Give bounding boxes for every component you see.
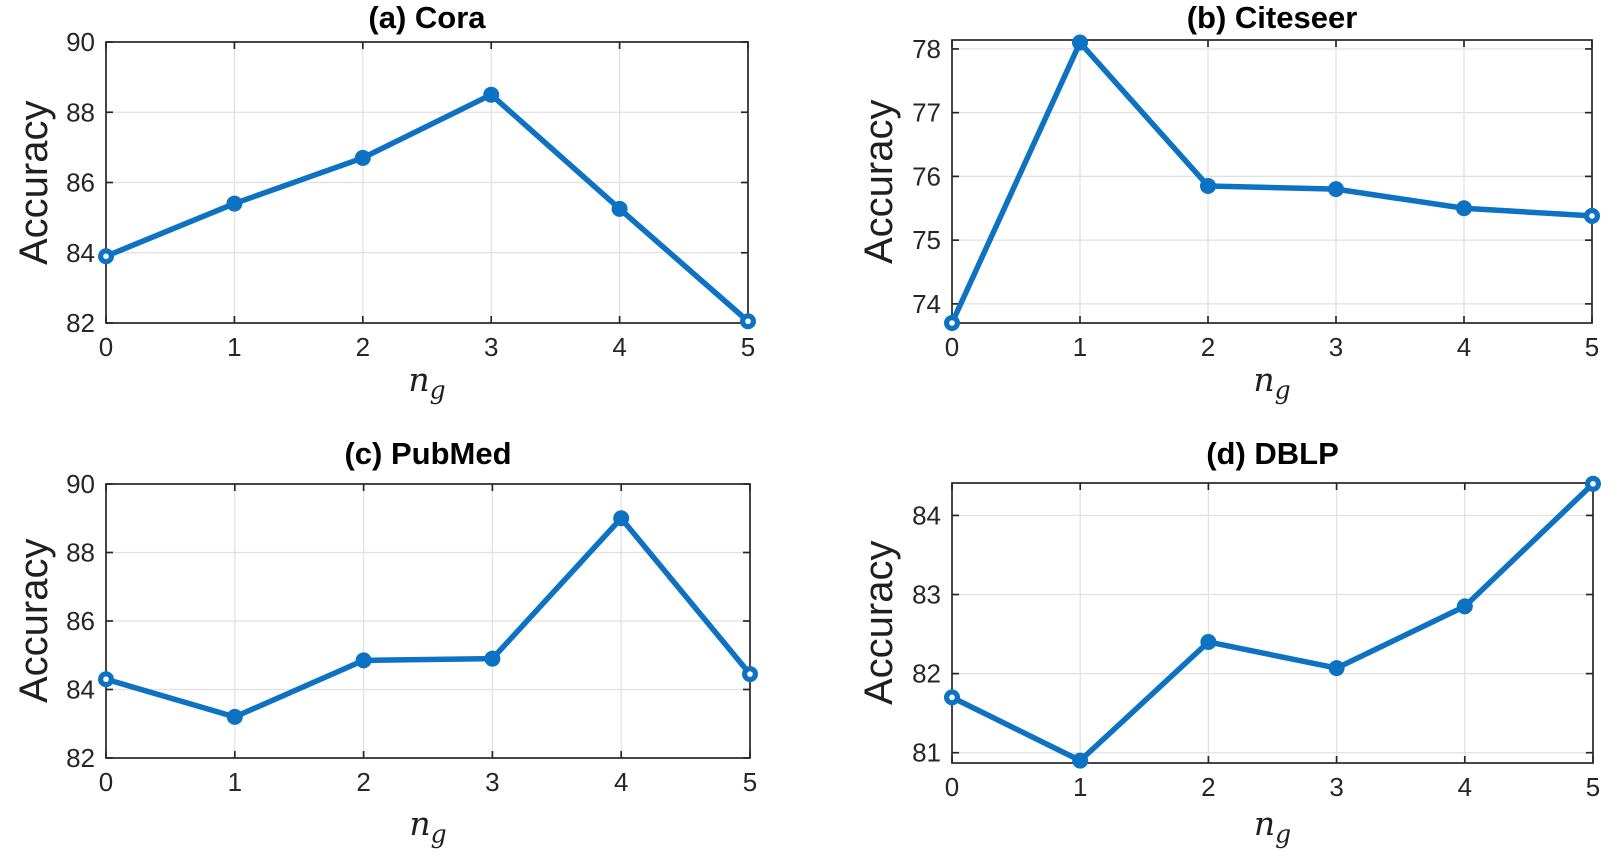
data-point-marker [611,200,628,217]
x-tick-label: 4 [614,767,628,797]
x-tick-label: 2 [1201,772,1215,802]
x-tick-label: 5 [743,767,757,797]
y-tick-label: 76 [912,161,941,191]
y-tick-label: 77 [912,98,941,128]
axes-box [951,39,1593,324]
x-tick-label: 1 [1073,772,1087,802]
data-point-marker [226,708,243,725]
y-tick-label: 90 [66,27,95,57]
y-tick-label: 82 [912,659,941,689]
x-axis-label-main: n [409,804,431,843]
data-point-marker-hole [103,253,109,260]
x-tick-label: 5 [741,332,755,362]
x-axis-label-pubmed: ng [106,804,750,849]
panel-pubmed: (c) PubMed Accuracy 0 1 2 3 4 5 82 84 86 88 90 ng [0,432,809,865]
y-tick-label: 81 [912,738,941,768]
data-point-marker-hole [949,320,955,326]
data-point-marker-hole [747,671,753,677]
data-line [103,515,753,720]
data-point-marker [1328,181,1344,198]
data-point-marker-hole [1590,480,1596,487]
axes-box [951,482,1594,764]
data-point-marker [1456,598,1473,615]
data-point-marker [484,650,501,667]
x-axis-label-sub: g [430,819,447,849]
x-axis-label-sub: g [1275,819,1292,849]
line-chart-dblp: 0 1 2 3 4 5 81 82 83 84 [912,475,1601,802]
data-line [103,91,751,324]
x-tick-label: 1 [1073,332,1087,362]
data-point-marker [1456,200,1472,217]
data-point-marker [226,195,243,212]
data-point-marker [1200,177,1216,194]
data-point-marker [355,652,372,669]
data-line [949,39,1595,326]
data-point-marker [354,149,371,166]
x-tick-label: 3 [484,332,498,362]
line-chart-pubmed: 0 1 2 3 4 5 82 84 86 88 90 [66,469,758,797]
data-point-marker [1328,660,1345,677]
y-tick-label: 88 [66,97,95,127]
data-point-marker [483,86,500,103]
x-axis-label-sub: g [1274,375,1291,405]
data-line [949,481,1596,764]
x-tick-label: 0 [945,332,959,362]
x-tick-label: 3 [1329,332,1343,362]
line-chart-cora: 0 1 2 3 4 5 82 84 86 88 90 [66,27,756,362]
x-axis-label-main: n [408,360,430,399]
data-point-marker [613,510,630,527]
line-chart-citeseer: 0 1 2 3 4 5 74 75 76 77 78 [912,34,1600,362]
x-tick-label: 4 [1457,332,1471,362]
data-point-marker-hole [1589,213,1595,219]
x-axis-label-citeseer: ng [952,360,1592,405]
panel-dblp: (d) DBLP Accuracy 0 1 2 3 4 5 81 82 83 84 ng [809,432,1618,865]
x-axis-label-dblp: ng [952,804,1593,849]
y-tick-label: 84 [66,675,95,705]
y-tick-label: 84 [66,238,95,268]
data-point-marker-hole [745,318,751,325]
y-tick-label: 75 [912,225,941,255]
data-point-marker-hole [103,676,109,683]
x-tick-label: 0 [99,332,113,362]
y-tick-label: 78 [912,34,941,64]
chart-title-dblp: (d) DBLP [1206,436,1339,471]
y-tick-label: 82 [66,308,95,338]
x-tick-label: 0 [99,767,113,797]
x-tick-label: 1 [228,767,242,797]
x-tick-label: 5 [1585,332,1599,362]
x-axis-label-cora: ng [106,360,748,405]
x-tick-label: 0 [945,772,959,802]
y-tick-label: 88 [66,538,95,568]
chart-title-pubmed: (c) PubMed [344,436,512,471]
panel-citeseer: (b) Citeseer Accuracy 0 1 2 3 4 5 74 75 76 77 78 n… [809,0,1618,432]
y-tick-label: 74 [912,289,941,319]
x-axis-label-sub: g [429,375,446,405]
data-point-marker [1072,34,1088,51]
panel-cora: (a) Cora Accuracy 0 1 2 3 4 5 82 84 86 88 90 ng [0,0,809,432]
x-axis-label-main: n [1253,804,1276,843]
chart-title-cora: (a) Cora [368,0,486,35]
y-tick-label: 86 [66,168,95,198]
x-tick-label: 3 [1329,772,1343,802]
y-tick-label: 84 [912,500,941,530]
data-point-marker [1072,752,1089,769]
x-tick-label: 3 [485,767,499,797]
y-tick-label: 90 [66,469,95,499]
data-point-marker-hole [949,694,955,701]
y-tick-label: 82 [66,743,95,773]
x-axis-label-main: n [1253,360,1275,399]
x-tick-label: 5 [1586,772,1600,802]
x-tick-label: 2 [356,767,370,797]
x-tick-label: 4 [612,332,626,362]
x-tick-label: 2 [356,332,370,362]
x-tick-label: 2 [1201,332,1215,362]
x-tick-label: 1 [227,332,241,362]
data-point-marker [1200,633,1217,650]
y-tick-label: 83 [912,580,941,610]
chart-title-citeseer: (b) Citeseer [1186,0,1358,35]
x-tick-label: 4 [1458,772,1472,802]
y-tick-label: 86 [66,606,95,636]
